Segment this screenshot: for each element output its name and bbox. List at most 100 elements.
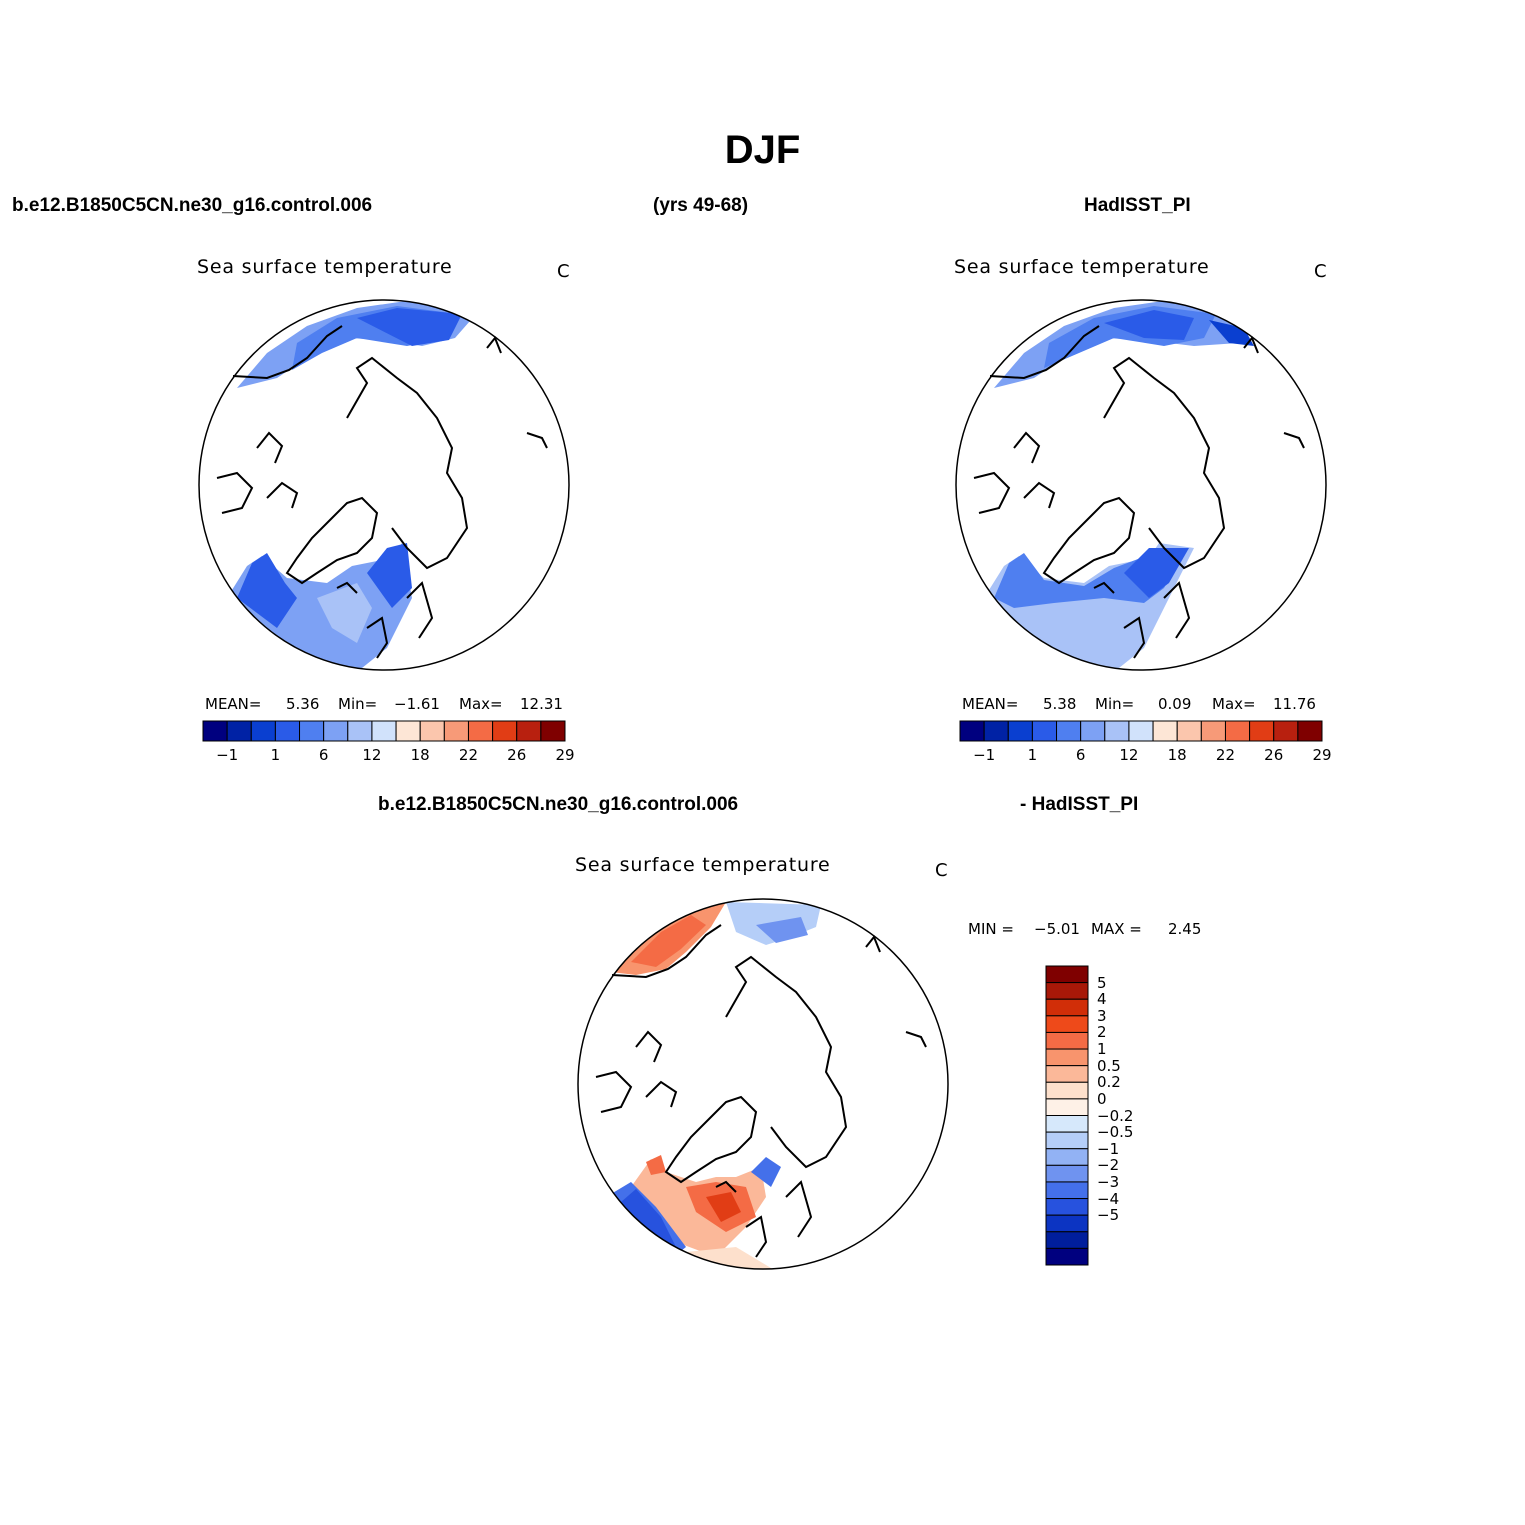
obs-mean-label: MEAN= [962,695,1019,713]
colorbar-tick-label: 0 [1097,1089,1107,1108]
colorbar-swatch [1007,720,1033,742]
obs-colorbar [959,720,1323,742]
colorbar-swatch [1297,720,1323,742]
colorbar-swatch [202,720,228,742]
obs-mean-value: 5.38 [1043,695,1077,713]
colorbar-swatch [1176,720,1202,742]
model-colorbar [202,720,566,742]
diff-max-value: 2.45 [1168,920,1202,938]
colorbar-swatch [299,720,325,742]
model-mean-label: MEAN= [205,695,262,713]
colorbar-swatch [959,720,985,742]
colorbar-swatch [1045,1198,1089,1216]
colorbar-swatch [250,720,276,742]
colorbar-tick-label: 1 [1027,746,1038,764]
diff-obs-name: - HadISST_PI [1020,794,1139,815]
colorbar-swatch [1045,1131,1089,1150]
colorbar-swatch [323,720,349,742]
colorbar-tick-label: −0.5 [1097,1123,1134,1142]
colorbar-swatch [1045,1164,1089,1183]
colorbar-swatch [1045,1214,1089,1233]
colorbar-tick-label: 12 [362,746,382,764]
colorbar-swatch [1045,1247,1089,1266]
colorbar-tick-label: −0.2 [1097,1106,1134,1125]
colorbar-tick-label: 22 [458,746,478,764]
diff-min-value: −5.01 [1034,920,1080,938]
colorbar-swatch [1045,1065,1089,1083]
colorbar-swatch [1045,1015,1089,1033]
colorbar-swatch [1045,1098,1089,1116]
colorbar-tick-label: −4 [1097,1189,1120,1208]
colorbar-tick-label: 6 [318,746,329,764]
colorbar-tick-label: 29 [555,746,575,764]
colorbar-tick-label: 22 [1215,746,1235,764]
colorbar-swatch [1152,720,1178,742]
colorbar-swatch [395,720,421,742]
model-min-label: Min= [338,695,378,713]
diff-colorbar [1045,965,1089,1266]
model-min-value: −1.61 [394,695,440,713]
colorbar-swatch [1200,720,1226,742]
colorbar-swatch [1045,998,1089,1017]
colorbar-tick-label: 3 [1097,1006,1107,1025]
colorbar-swatch [1104,720,1130,742]
colorbar-tick-label: 2 [1097,1023,1107,1042]
model-panel-title: Sea surface temperature [197,256,453,278]
colorbar-tick-label: 0.2 [1097,1073,1121,1092]
colorbar-swatch [1045,1048,1089,1067]
colorbar-tick-label: 6 [1075,746,1086,764]
diff-case-name: b.e12.B1850C5CN.ne30_g16.control.006 [378,794,739,815]
obs-name: HadISST_PI [1084,195,1191,216]
colorbar-swatch [226,720,252,742]
colorbar-swatch [1080,720,1106,742]
colorbar-swatch [516,720,542,742]
colorbar-tick-label: 1 [1097,1040,1107,1059]
colorbar-tick-label: 26 [1264,746,1284,764]
obs-min-value: 0.09 [1158,695,1192,713]
years-range: (yrs 49-68) [653,195,749,216]
colorbar-tick-label: −2 [1097,1156,1120,1175]
colorbar-swatch [1045,1081,1089,1100]
colorbar-tick-label: 4 [1097,990,1107,1009]
model-max-value: 12.31 [520,695,563,713]
colorbar-swatch [371,720,397,742]
colorbar-swatch [1045,1031,1089,1050]
colorbar-tick-label: 18 [1167,746,1187,764]
obs-max-label: Max= [1212,695,1256,713]
colorbar-swatch [1056,720,1082,742]
model-max-label: Max= [459,695,503,713]
colorbar-tick-label: −1 [216,746,239,764]
obs-min-label: Min= [1095,695,1135,713]
colorbar-swatch [419,720,445,742]
colorbar-tick-label: −1 [1097,1139,1120,1158]
model-panel-units: C [557,261,570,282]
colorbar-swatch [1249,720,1275,742]
colorbar-tick-label: −5 [1097,1206,1120,1225]
colorbar-tick-label: 12 [1119,746,1139,764]
diff-max-label: MAX = [1091,920,1142,938]
model-polar-map [198,299,570,671]
colorbar-swatch [1045,965,1089,984]
diff-min-label: MIN = [968,920,1014,938]
colorbar-swatch [1031,720,1058,742]
colorbar-swatch [1045,1181,1089,1200]
colorbar-tick-label: −1 [973,746,996,764]
case-name: b.e12.B1850C5CN.ne30_g16.control.006 [12,195,373,216]
colorbar-tick-label: 26 [507,746,527,764]
diff-polar-map [577,898,949,1270]
colorbar-swatch [1045,1148,1089,1166]
obs-polar-map [955,299,1327,671]
colorbar-swatch [443,720,469,742]
colorbar-swatch [347,720,373,742]
colorbar-swatch [1128,720,1154,742]
colorbar-swatch [274,720,301,742]
diff-panel-title: Sea surface temperature [575,854,831,876]
figure-title: DJF [724,128,801,172]
colorbar-swatch [1045,1231,1089,1249]
obs-max-value: 11.76 [1273,695,1316,713]
diff-panel-units: C [935,860,948,881]
colorbar-swatch [492,720,518,742]
model-mean-value: 5.36 [286,695,320,713]
colorbar-tick-label: 0.5 [1097,1056,1121,1075]
colorbar-tick-label: 29 [1312,746,1332,764]
